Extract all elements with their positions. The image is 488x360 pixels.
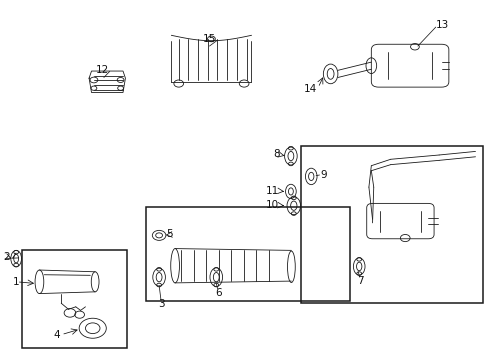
Text: 10: 10 xyxy=(265,200,279,210)
Text: 3: 3 xyxy=(158,299,164,309)
Text: 8: 8 xyxy=(273,149,280,159)
Text: 9: 9 xyxy=(320,170,326,180)
Text: 11: 11 xyxy=(265,186,279,196)
Bar xyxy=(301,146,482,303)
Text: 2: 2 xyxy=(3,252,9,262)
Text: 1: 1 xyxy=(12,277,19,287)
Text: 5: 5 xyxy=(166,229,172,239)
Text: 4: 4 xyxy=(54,330,60,340)
Text: 6: 6 xyxy=(215,288,222,297)
Text: 13: 13 xyxy=(435,20,448,30)
Bar xyxy=(22,249,126,348)
Text: 14: 14 xyxy=(303,84,316,94)
Bar xyxy=(146,207,349,301)
Text: 15: 15 xyxy=(203,34,216,44)
Text: 12: 12 xyxy=(95,65,108,75)
Text: 7: 7 xyxy=(357,276,363,286)
